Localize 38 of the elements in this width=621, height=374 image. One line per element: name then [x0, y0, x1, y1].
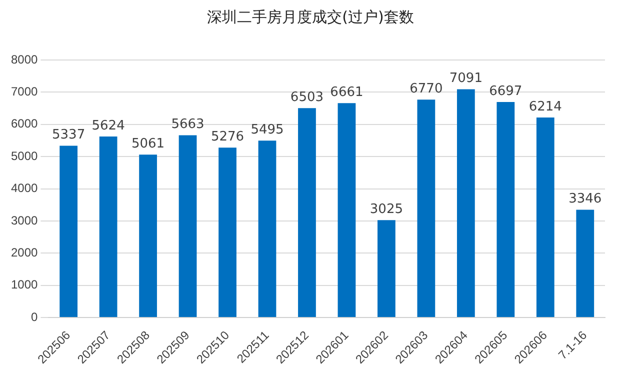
bar: [378, 220, 396, 318]
bar: [496, 102, 515, 318]
data-label: 5061: [131, 136, 165, 152]
y-tick-label: 0: [31, 310, 38, 324]
y-tick-label: 7000: [10, 84, 38, 98]
chart-title: 深圳二手房月度成交(过户)套数: [206, 8, 415, 27]
data-label: 5495: [250, 122, 284, 138]
bar: [99, 136, 118, 318]
y-tick-label: 1000: [10, 278, 38, 292]
bar: [178, 135, 197, 318]
bar: [456, 89, 475, 318]
bar: [139, 154, 157, 318]
data-label: 3025: [370, 202, 403, 218]
data-label: 5337: [52, 128, 86, 143]
data-label: 5663: [171, 117, 204, 132]
bar: [417, 100, 436, 318]
bar: [258, 140, 276, 318]
data-label: 6697: [489, 84, 522, 99]
y-tick-label: 8000: [10, 52, 38, 66]
data-label: 3346: [568, 192, 602, 207]
y-tick-label: 6000: [10, 116, 38, 131]
bar: [576, 210, 594, 318]
y-tick-label: 2000: [10, 245, 38, 260]
bar: [536, 117, 554, 318]
bar: [60, 146, 78, 318]
bar: [338, 103, 356, 318]
y-tick-label: 5000: [10, 148, 38, 163]
data-label: 6503: [290, 90, 324, 106]
data-label: 6770: [410, 81, 443, 96]
bar: [218, 148, 236, 318]
data-label: 6214: [528, 99, 562, 114]
y-tick-label: 3000: [10, 213, 38, 228]
data-label: 7091: [449, 71, 482, 86]
data-label: 6661: [330, 84, 364, 100]
bar: [298, 108, 316, 318]
data-label: 5624: [92, 118, 125, 134]
data-label: 5276: [210, 130, 244, 145]
y-tick-label: 4000: [10, 181, 38, 196]
